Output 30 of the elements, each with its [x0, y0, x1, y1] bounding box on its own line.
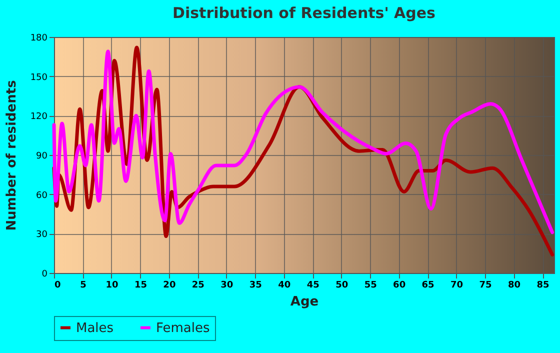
x-tick-label: 80 [508, 280, 521, 290]
y-tick-label: 150 [30, 72, 48, 83]
legend-label: Females [156, 320, 210, 336]
x-tick-label: 40 [278, 280, 291, 290]
x-tick-label: 45 [306, 280, 320, 290]
x-tick-label: 20 [163, 280, 176, 290]
x-tick-label: 60 [393, 280, 406, 290]
x-tick-label: 70 [450, 280, 464, 290]
x-tick-label: 65 [422, 280, 434, 290]
x-tick-label: 35 [249, 280, 262, 290]
y-tick-label: 60 [36, 190, 48, 201]
x-tick-label: 10 [106, 280, 118, 290]
x-tick-label: 75 [479, 280, 492, 290]
y-tick-label: 30 [36, 230, 48, 240]
y-tick-label: 0 [42, 270, 48, 280]
chart-title: Distribution of Residents' Ages [172, 4, 436, 22]
legend-label: Males [76, 320, 114, 336]
y-axis-title: Number of residents [4, 80, 20, 231]
y-tick-label: 180 [30, 34, 48, 44]
x-tick-label: 50 [336, 280, 348, 290]
x-axis-title: Age [290, 294, 319, 310]
y-tick-label: 90 [36, 152, 48, 162]
x-tick-label: 55 [364, 280, 377, 290]
x-tick-label: 0 [54, 280, 61, 290]
x-tick-label: 25 [192, 280, 204, 290]
y-tick-label: 120 [30, 112, 48, 122]
x-tick-label: 5 [80, 280, 86, 290]
x-tick-label: 15 [134, 280, 147, 290]
x-tick-label: 30 [220, 280, 234, 290]
x-tick-label: 85 [536, 280, 550, 290]
